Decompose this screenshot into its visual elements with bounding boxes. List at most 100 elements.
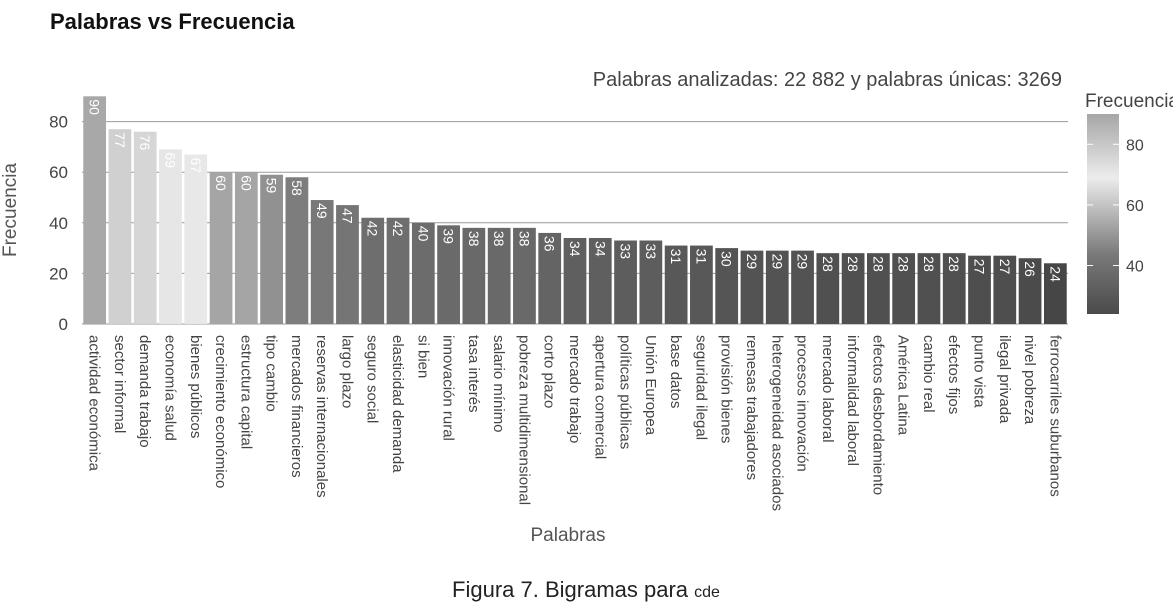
bar [336,205,359,324]
y-tick-label: 40 [49,214,68,233]
y-axis-ticks: 0 20 40 60 80 [49,113,68,334]
bar [260,174,283,324]
bar [487,227,511,324]
bar [968,255,991,324]
x-tick-label: base datos [667,335,684,408]
x-tick-label: bienes públicos [187,335,204,438]
bar [538,232,562,324]
y-tick-label: 0 [59,315,68,334]
x-tick-label: informalidad laboral [844,335,861,466]
chart-title: Palabras vs Frecuencia [50,9,295,34]
bar-value-label: 42 [390,221,406,237]
bar-value-label: 77 [112,132,128,148]
bar-value-label: 24 [1047,266,1063,282]
x-tick-label: efectos fijos [945,335,962,414]
bar-value-label: 28 [845,256,861,272]
x-tick-label: procesos innovación [794,335,811,472]
legend-tick-label: 40 [1126,259,1144,276]
x-tick-label: remesas trabajadores [743,335,760,480]
x-tick-label: ferrocarriles suburbanos [1046,335,1063,497]
x-tick-label: tipo cambio [263,335,280,412]
chart-subtitle: Palabras analizadas: 22 882 y palabras ú… [593,69,1062,91]
bar [816,253,840,324]
bar-value-label: 40 [415,226,431,242]
x-tick-label: mercado laboral [819,335,836,443]
bar [310,200,334,324]
bar-value-label: 33 [643,244,659,260]
bar-value-label: 29 [795,254,811,270]
bar [791,250,814,324]
bar-value-label: 28 [896,256,912,272]
x-tick-label: innovación rural [440,335,457,441]
legend-tick-label: 80 [1126,137,1144,154]
bars: 90 77 76 69 67 60 60 59 58 49 47 42 42 40 39 38 38 38 36 34… [83,96,1067,324]
bar-value-label: 38 [466,231,482,247]
x-tick-label: elasticidad demanda [389,335,406,473]
bar-value-label: 59 [264,178,280,194]
x-tick-label: corto plazo [541,335,558,408]
x-tick-label: crecimiento económico [212,335,229,488]
bar [209,172,233,324]
bar-value-label: 76 [137,135,153,151]
bar [639,240,663,324]
bar-value-label: 90 [87,99,103,115]
bar-value-label: 67 [188,157,204,173]
bar [867,253,890,324]
x-tick-label: mercado trabajo [566,335,583,443]
bar-value-label: 60 [213,175,229,191]
bar [715,248,739,324]
bar [234,172,258,324]
x-tick-label: economía salud [161,335,178,441]
x-tick-label: seguro social [364,335,381,423]
x-tick-label: políticas públicas [617,335,634,449]
caption-acronym: cde [694,584,720,601]
bar [108,129,132,324]
y-tick-label: 80 [49,113,68,132]
bar-value-label: 47 [339,208,355,224]
bar [159,149,182,324]
bar [664,245,688,324]
x-tick-label: largo plazo [338,335,355,408]
bar [513,227,536,324]
bar [917,253,941,324]
bar [588,237,612,324]
bar-value-label: 34 [567,241,583,257]
bar-value-label: 28 [870,256,886,272]
bar [411,222,435,324]
bar-value-label: 31 [693,249,709,265]
bar-value-label: 31 [668,249,684,265]
bar-value-label: 29 [769,254,785,270]
bar-value-label: 28 [946,256,962,272]
x-tick-label: cambio real [920,335,937,413]
x-tick-label: pobreza multidimensional [515,335,532,505]
x-tick-label: sector informal [111,335,128,433]
legend-title: Frecuencia [1085,91,1173,112]
bar-value-label: 69 [162,152,178,168]
y-axis-title: Frecuencia [0,163,21,257]
bar [841,253,865,324]
bar-value-label: 60 [238,175,254,191]
x-tick-label: demanda trabajo [136,335,153,448]
x-tick-label: provisión bienes [718,335,735,443]
bar-value-label: 42 [365,221,381,237]
bar [765,250,789,324]
x-tick-label: efectos desbordamiento [869,335,886,495]
bar-value-label: 33 [618,244,634,260]
x-axis-title: Palabras [531,525,606,546]
x-tick-label: reservas internacionales [313,335,330,498]
bar [942,253,966,324]
bar [1043,263,1067,324]
bar-value-label: 38 [516,231,532,247]
color-legend: Frecuencia 40 60 80 [1085,91,1173,314]
bar [614,240,637,324]
x-tick-label: Unión Europea [642,335,659,436]
y-tick-label: 20 [49,264,68,283]
x-tick-label: ilegal privada [996,335,1013,424]
x-axis-tick-labels: actividad económica sector informal demand… [86,335,1064,511]
figure-caption: Figura 7. Bigramas para cde [452,577,720,602]
bar-value-label: 38 [491,231,507,247]
y-tick-label: 60 [49,163,68,182]
x-tick-label: punto vista [971,335,988,408]
bar [361,217,385,324]
bar [184,154,208,324]
